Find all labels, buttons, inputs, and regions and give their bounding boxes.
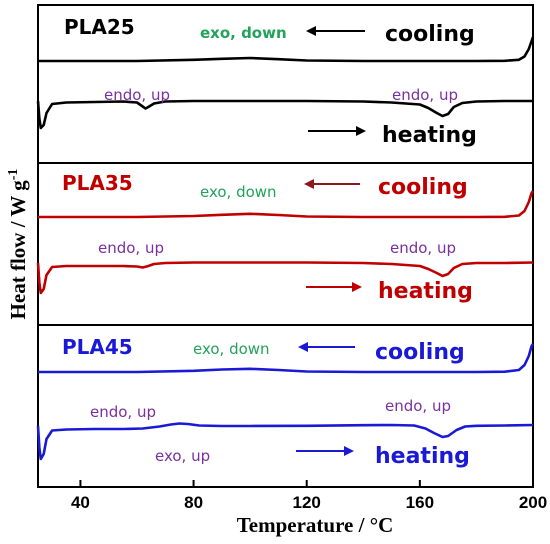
panel-label-pla25: PLA25	[64, 15, 135, 39]
endo-note-3b: endo, up	[385, 397, 451, 415]
pla25-cooling-curve	[38, 36, 535, 63]
panel-label-pla35: PLA35	[62, 171, 133, 195]
heating-word-1: heating	[382, 123, 477, 148]
y-axis-title-main: Heat flow / W g	[6, 180, 30, 320]
cooling-arrowhead-1	[306, 26, 316, 36]
endo-note-1a: endo, up	[104, 86, 170, 104]
plot-frame	[37, 4, 534, 488]
cooling-exo-note-2: exo, down	[200, 183, 277, 201]
x-tick-label: 40	[71, 493, 90, 512]
heating-arrowhead-3	[344, 446, 354, 456]
x-axis: 40 80 120 160 200	[71, 480, 547, 512]
x-tick-label: 200	[519, 493, 547, 512]
cooling-word-3: cooling	[375, 340, 465, 365]
cooling-word-1: cooling	[385, 22, 475, 47]
endo-note-1b: endo, up	[392, 86, 458, 104]
x-tick-label: 120	[293, 493, 321, 512]
pla35-heating-curve	[36, 261, 534, 295]
pla35-cooling-curve	[38, 190, 535, 219]
x-axis-title: Temperature / °C	[237, 513, 394, 537]
cooling-word-2: cooling	[378, 175, 468, 200]
x-tick-label: 160	[406, 493, 434, 512]
y-axis-title-sup: -1	[6, 169, 21, 181]
pla45-cooling-curve	[38, 343, 535, 374]
heating-word-2: heating	[378, 279, 473, 304]
exo-up-note-3: exo, up	[155, 447, 210, 465]
cooling-arrowhead-3	[298, 342, 308, 352]
cooling-exo-note-3: exo, down	[193, 340, 270, 358]
cooling-exo-note-1: exo, down	[200, 24, 287, 42]
heating-arrowhead-2	[352, 282, 362, 292]
endo-note-2b: endo, up	[390, 239, 456, 257]
heating-arrowhead-1	[356, 126, 366, 136]
panel-label-pla45: PLA45	[62, 335, 133, 359]
y-axis-title: Heat flow / W g-1	[6, 169, 30, 320]
endo-note-3a: endo, up	[90, 403, 156, 421]
curves	[36, 36, 535, 461]
pla45-heating-curve	[36, 422, 534, 461]
cooling-arrowhead-2	[304, 179, 314, 189]
pla25-heating-curve	[36, 99, 533, 130]
heating-word-3: heating	[375, 444, 470, 469]
endo-note-2a: endo, up	[98, 239, 164, 257]
x-tick-label: 80	[184, 493, 203, 512]
